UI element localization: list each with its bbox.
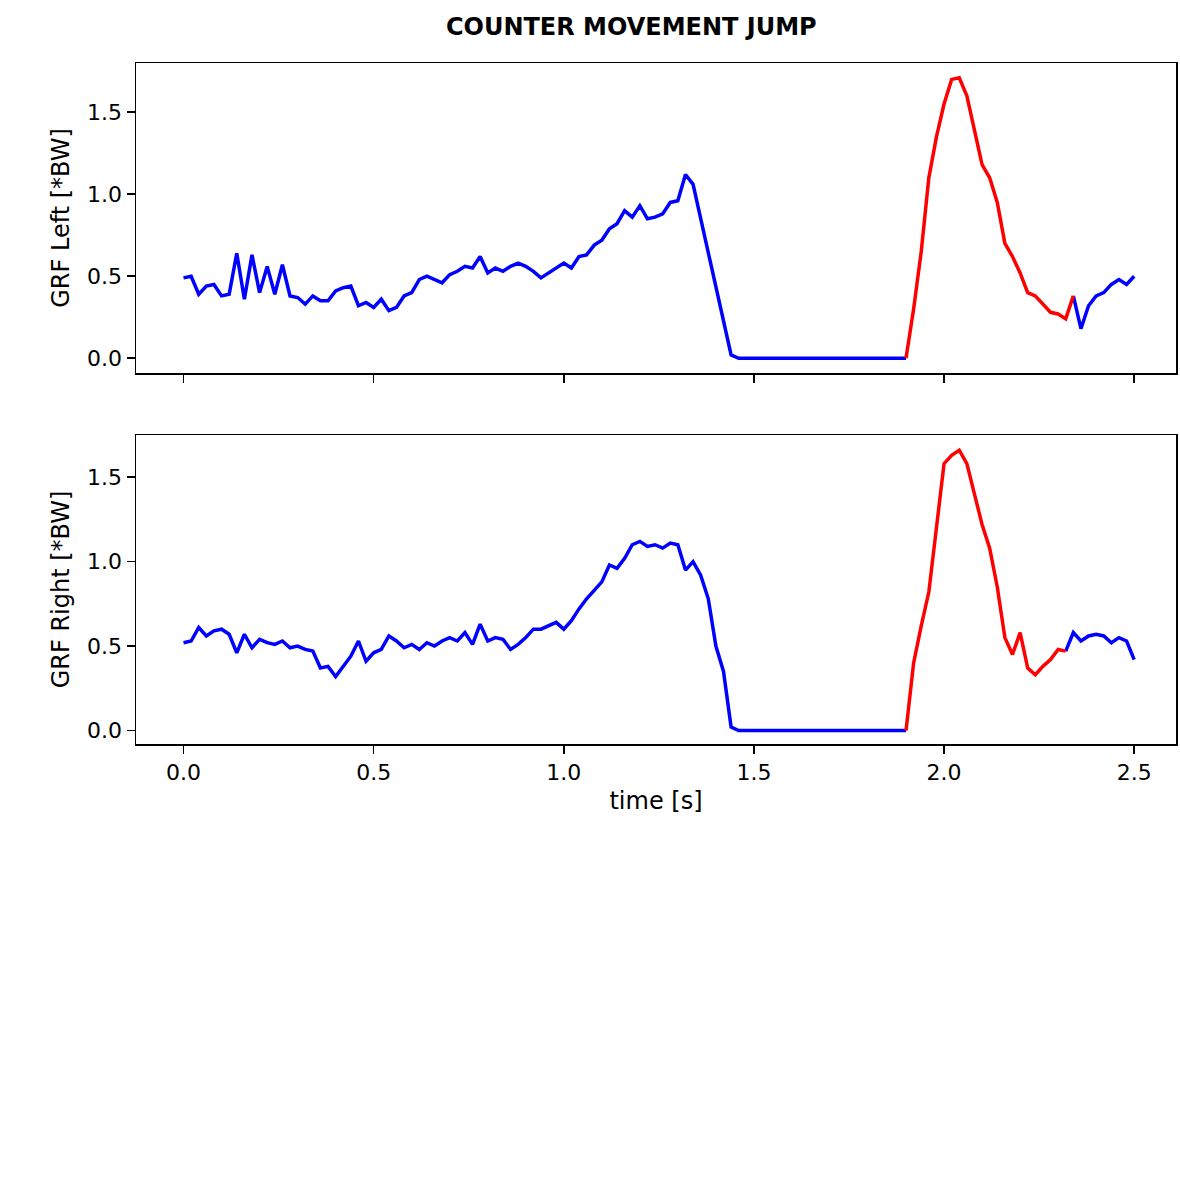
svg-text:1.5: 1.5 — [87, 100, 122, 125]
svg-text:0.5: 0.5 — [356, 760, 391, 785]
svg-text:1.0: 1.0 — [87, 549, 122, 574]
svg-text:1.0: 1.0 — [87, 182, 122, 207]
svg-text:2.0: 2.0 — [927, 760, 962, 785]
svg-text:1.5: 1.5 — [87, 465, 122, 490]
svg-text:COUNTER MOVEMENT JUMP: COUNTER MOVEMENT JUMP — [446, 13, 817, 41]
svg-text:0.0: 0.0 — [87, 718, 122, 743]
svg-text:GRF Left [*BW]: GRF Left [*BW] — [47, 128, 75, 308]
svg-text:1.5: 1.5 — [736, 760, 771, 785]
svg-text:0.5: 0.5 — [87, 634, 122, 659]
svg-text:GRF Right [*BW]: GRF Right [*BW] — [47, 491, 75, 689]
svg-text:0.0: 0.0 — [87, 346, 122, 371]
svg-text:time [s]: time [s] — [609, 787, 702, 815]
svg-text:0.0: 0.0 — [166, 760, 201, 785]
svg-text:2.5: 2.5 — [1117, 760, 1152, 785]
svg-text:1.0: 1.0 — [546, 760, 581, 785]
svg-text:0.5: 0.5 — [87, 264, 122, 289]
